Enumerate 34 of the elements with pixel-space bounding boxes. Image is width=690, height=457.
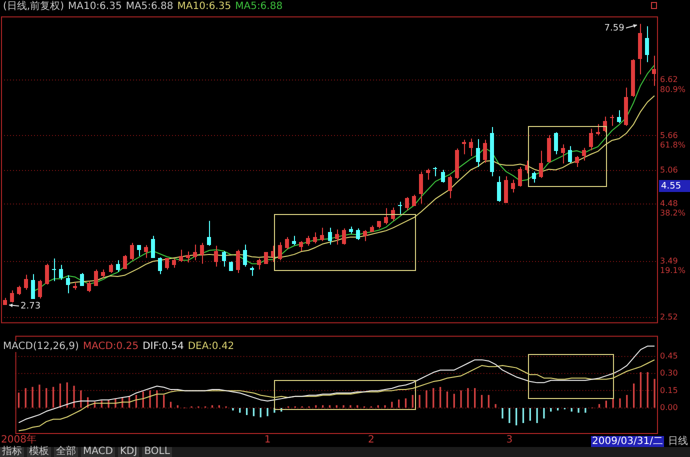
text: MA5:6.88 <box>235 1 283 12</box>
text: MACD:0.25 <box>82 341 139 352</box>
text: 4.55 <box>661 181 682 192</box>
text: 2009/03/31/二 <box>590 436 664 447</box>
y-tick-label: 5.66 61.8% <box>660 130 686 150</box>
text: DIF:0.54 <box>142 341 184 352</box>
text: BOLL <box>142 446 172 457</box>
text: 全部 <box>54 446 78 457</box>
y-tick-label: 0.15 <box>660 386 678 395</box>
x-tick-label: 2 <box>368 434 374 446</box>
y-tick-label: 0.30 <box>660 368 678 378</box>
text: MA10:6.35 <box>68 1 122 12</box>
x-tick-label: 3 <box>506 434 513 446</box>
text: MA5:6.88 <box>126 1 174 12</box>
text: MA10:6.35 <box>177 1 232 12</box>
text: 模板 <box>27 446 51 457</box>
y-tick-label: 6.62 80.9% <box>660 75 686 94</box>
text: 指标 <box>0 446 24 457</box>
text: KDJ <box>118 446 140 457</box>
chart-title: (日线,前复权) <box>3 1 64 12</box>
y-tick-label: 0.45 <box>660 351 678 360</box>
y-tick-label: 2.52 <box>660 312 678 322</box>
y-tick-label: 5.06 <box>660 166 678 175</box>
text: 日线 <box>668 436 688 447</box>
x-tick-label: 1 <box>264 434 271 446</box>
x-tick-label: 2008年 <box>1 434 36 446</box>
text: MACD <box>81 446 115 457</box>
annotation: 7.59 <box>604 23 625 34</box>
text: MACD(12,26,9) <box>3 341 79 352</box>
y-tick-label: 4.48 38.2% <box>660 199 686 218</box>
y-tick-label: 3.49 19.1% <box>660 256 686 276</box>
annotation: 2.73 <box>20 302 41 312</box>
text: DEA:0.42 <box>188 341 234 352</box>
y-tick-label: 0.00 <box>660 402 678 412</box>
